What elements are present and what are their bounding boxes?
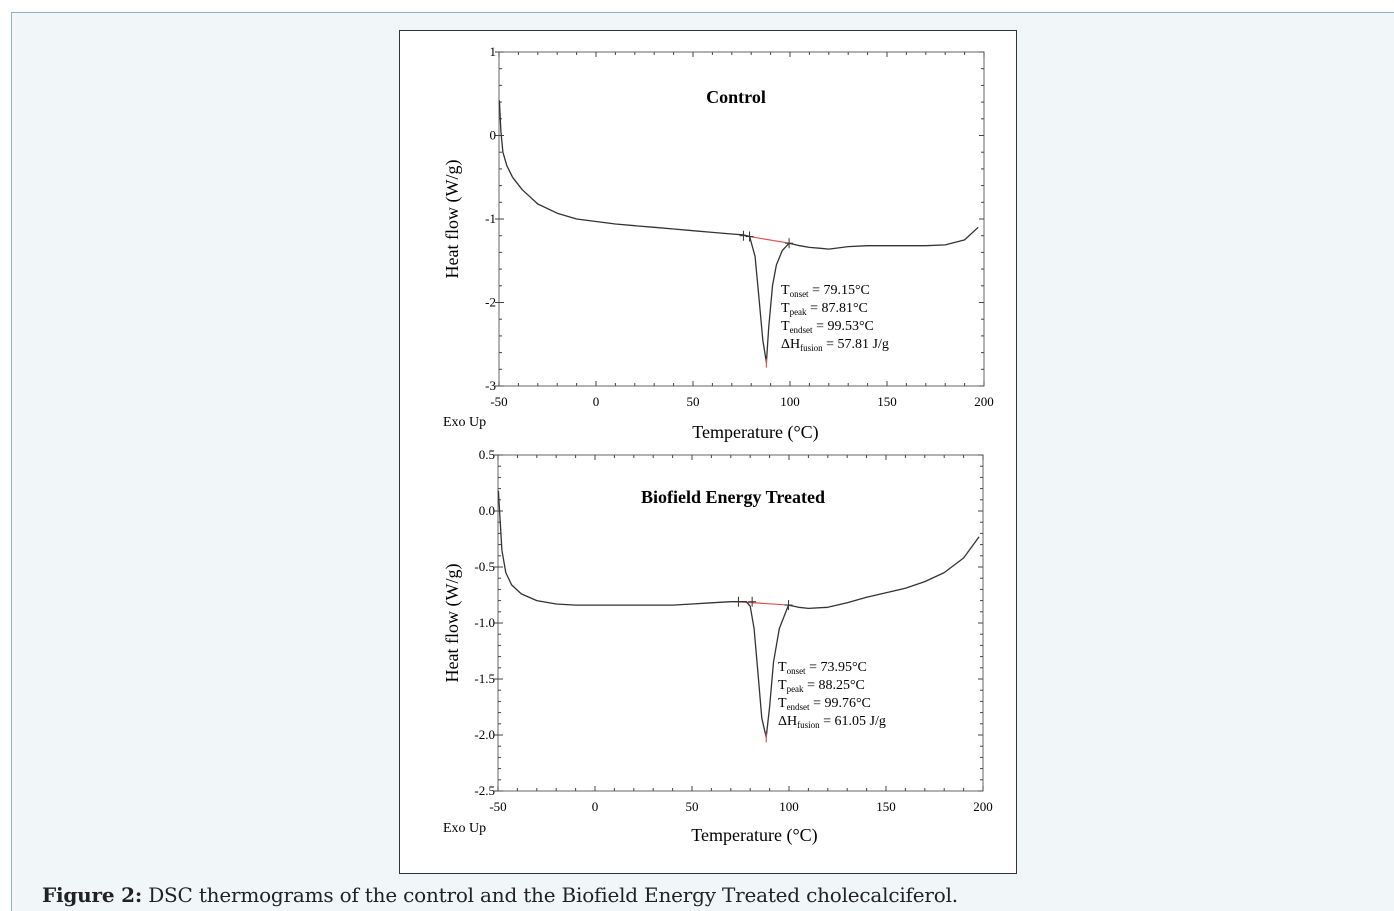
exo-up-label: Exo Up [443, 821, 486, 836]
integration-baseline [749, 235, 790, 244]
y-axis-label: Heat flow (W/g) [442, 160, 463, 279]
x-tick-label: -50 [490, 394, 507, 409]
y-tick-label: 0.0 [479, 503, 495, 518]
caption-label: Figure 2: [42, 883, 143, 907]
annotation-endset: Tendset = 99.53°C [781, 319, 874, 335]
y-tick-label: -1.5 [474, 671, 495, 686]
x-tick-label: 0 [593, 394, 600, 409]
x-axis-label: Temperature (°C) [692, 422, 818, 443]
annotation-onset: Tonset = 79.15°C [781, 283, 870, 299]
control-chart: -50 0 50 100 150 200 1 0 -1 -2 -3 Control Temperatur… [442, 44, 994, 443]
heat-flow-curve [498, 100, 979, 364]
y-tick-label: -2 [485, 295, 496, 310]
x-tick-label: 0 [592, 799, 599, 814]
y-tick-label: 1 [490, 44, 497, 59]
x-tick-label: 100 [779, 799, 799, 814]
annotation-peak: Tpeak = 87.81°C [781, 301, 868, 317]
plot-background [444, 448, 992, 846]
x-axis-label: Temperature (°C) [691, 825, 817, 846]
annotation-peak: Tpeak = 88.25°C [778, 678, 865, 694]
y-tick-label: -0.5 [474, 559, 495, 574]
heat-flow-curve [497, 490, 980, 738]
y-tick-label: 0 [490, 128, 497, 143]
x-tick-label: 200 [974, 394, 994, 409]
annotation-fusion: ΔHfusion = 57.81 J/g [781, 337, 889, 353]
y-tick-label: 0.5 [479, 447, 495, 462]
y-tick-label: -1.0 [474, 615, 495, 630]
y-axis-label: Heat flow (W/g) [442, 564, 463, 683]
y-tick-label: -2.0 [474, 727, 495, 742]
x-tick-label: 50 [687, 394, 700, 409]
annotation-endset: Tendset = 99.76°C [778, 696, 871, 712]
y-tick-label: -3 [485, 378, 496, 393]
x-tick-label: 100 [780, 394, 800, 409]
treated-chart: -50 0 50 100 150 200 0.5 0.0 -0.5 -1.0 -1.5 -2.0 -2.… [442, 447, 993, 846]
chart-title: Control [706, 87, 766, 107]
x-tick-label: 50 [686, 799, 699, 814]
x-tick-label: 150 [876, 799, 896, 814]
x-tick-label: -50 [489, 799, 506, 814]
chart-title: Biofield Energy Treated [641, 487, 825, 507]
annotation-onset: Tonset = 73.95°C [778, 660, 867, 676]
exo-up-label: Exo Up [443, 415, 486, 430]
y-tick-label: -2.5 [474, 783, 495, 798]
annotation-fusion: ΔHfusion = 61.05 J/g [778, 714, 886, 730]
caption-text: DSC thermograms of the control and the B… [148, 883, 958, 907]
plot-background [444, 45, 992, 442]
figure-caption: Figure 2: DSC thermograms of the control… [42, 883, 958, 907]
y-tick-label: -1 [485, 211, 496, 226]
x-tick-label: 200 [973, 799, 993, 814]
x-tick-label: 150 [877, 394, 897, 409]
